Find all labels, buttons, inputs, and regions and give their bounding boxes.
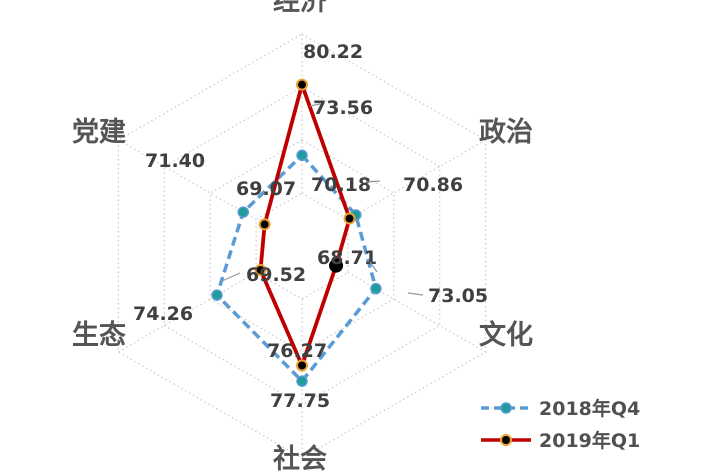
value-label-2019q1-jingji: 80.22 xyxy=(303,41,363,63)
axis-label-shehui: 社会 xyxy=(273,443,327,472)
data-point-2018q4-1 xyxy=(296,149,308,162)
grid-ring-2 xyxy=(209,139,395,353)
legend-item-2018q4: 2018年Q4 xyxy=(481,397,640,420)
axis-label-dangjian: 党建 xyxy=(72,117,126,148)
data-point-2019q1-2 xyxy=(343,212,356,225)
data-point-2018q4-6 xyxy=(237,206,249,218)
data-point-2018q4-5 xyxy=(211,289,223,301)
axis-label-zhengzhi: 政治 xyxy=(479,117,533,148)
data-point-2019q1-4 xyxy=(296,359,308,372)
legend-marker-2018q4 xyxy=(500,402,512,414)
legend-item-2019q1: 2019年Q1 xyxy=(481,429,640,452)
data-point-2018q4-3 xyxy=(370,282,382,295)
value-label-2019q1-wenhua: 68.71 xyxy=(317,247,377,269)
radar-series xyxy=(211,78,382,387)
label-leaders xyxy=(221,103,424,296)
value-label-2018q4-zhengzhi: 70.86 xyxy=(403,174,463,196)
leader-2019q1-wenhua xyxy=(369,261,378,273)
value-label-2018q4-shengtai: 74.26 xyxy=(133,303,193,325)
leader-2018q4-jingji xyxy=(309,103,321,107)
value-label-2018q4-jingji: 73.56 xyxy=(313,97,373,119)
value-label-2019q1-shengtai: 69.52 xyxy=(246,264,306,286)
series-line-2019q1 xyxy=(258,82,352,368)
data-point-2018q4-4 xyxy=(296,375,308,387)
leader-2019q1-zhengzhi xyxy=(365,180,381,183)
axis-label-wenhua: 文化 xyxy=(479,319,533,351)
grid-ring-3 xyxy=(163,86,441,406)
axis-label-jingji: 经济 xyxy=(273,0,328,17)
value-label-2018q4-dangjian: 71.40 xyxy=(145,150,205,172)
data-point-2019q1-3 xyxy=(329,258,344,273)
data-point-2019q1-5 xyxy=(254,263,267,276)
legend: 2018年Q4 2019年Q1 xyxy=(481,397,640,452)
leader-2018q4-wenhua xyxy=(407,292,424,296)
radar-grid xyxy=(117,33,487,459)
legend-marker-2019q1 xyxy=(500,434,512,446)
legend-label-2019q1: 2019年Q1 xyxy=(539,429,640,452)
value-label-2019q1-dangjian: 69.07 xyxy=(236,178,296,200)
value-label-2019q1-shehui: 76.27 xyxy=(267,340,327,362)
data-point-2019q1-6 xyxy=(258,218,271,231)
axis-labels: 经济 政治 文化 社会 生态 党建 xyxy=(72,0,533,472)
legend-label-2018q4: 2018年Q4 xyxy=(539,397,640,420)
value-label-2019q1-zhengzhi: 70.18 xyxy=(311,174,371,196)
data-point-2019q1-1 xyxy=(296,78,308,91)
value-labels: 73.56 70.86 73.05 77.75 74.26 71.40 80.2… xyxy=(133,41,488,412)
value-label-2018q4-shehui: 77.75 xyxy=(270,390,330,412)
leader-2019q1-shengtai xyxy=(221,272,241,282)
axis-label-shengtai: 生态 xyxy=(72,320,126,351)
value-label-2018q4-wenhua: 73.05 xyxy=(428,285,488,307)
